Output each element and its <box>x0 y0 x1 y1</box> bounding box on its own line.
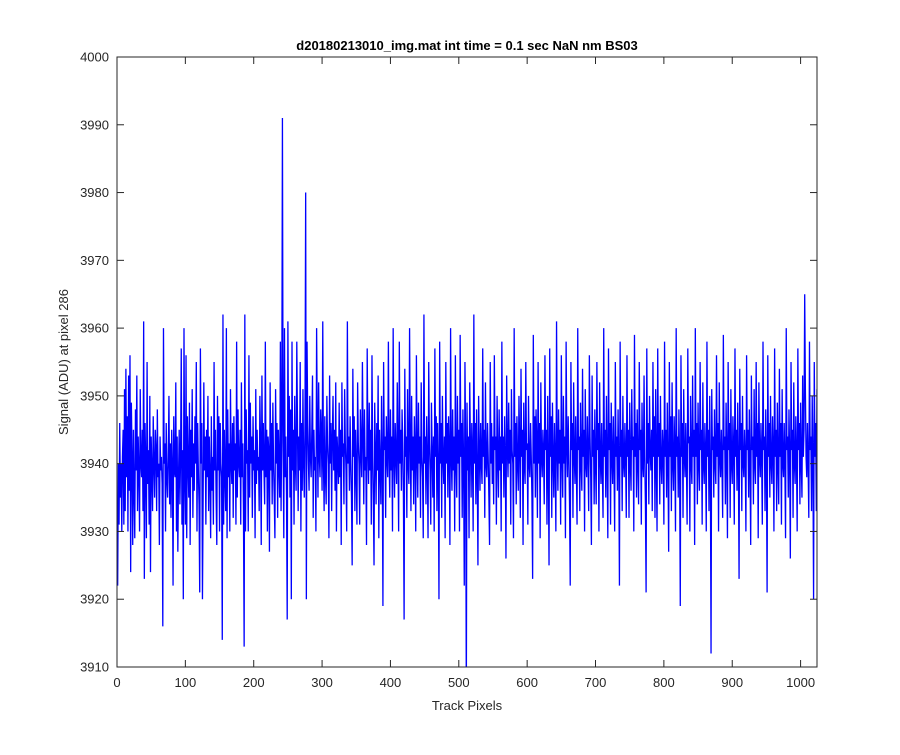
y-tick-label: 3950 <box>80 388 109 403</box>
y-tick-label: 3910 <box>80 660 109 675</box>
y-axis-label: Signal (ADU) at pixel 286 <box>56 289 71 435</box>
y-tick-label: 3980 <box>80 185 109 200</box>
x-tick-label: 700 <box>585 675 607 690</box>
y-axis: 3910 3920 3930 3940 3950 3960 3970 3980 3990 4000 <box>80 50 817 675</box>
x-tick-label: 0 <box>113 675 120 690</box>
y-tick-label: 3920 <box>80 592 109 607</box>
series-line <box>117 117 817 667</box>
x-axis-label: Track Pixels <box>432 698 503 713</box>
y-tick-label: 3990 <box>80 117 109 132</box>
x-tick-label: 600 <box>516 675 538 690</box>
y-tick-label: 3960 <box>80 321 109 336</box>
y-tick-label: 3970 <box>80 253 109 268</box>
x-tick-label: 800 <box>653 675 675 690</box>
y-tick-label: 4000 <box>80 50 109 65</box>
x-tick-label: 200 <box>243 675 265 690</box>
x-tick-label: 1000 <box>786 675 815 690</box>
axes-box <box>116 56 818 668</box>
chart-title: d20180213010_img.mat int time = 0.1 sec … <box>296 38 637 53</box>
y-tick-label: 3930 <box>80 524 109 539</box>
series-layer <box>117 117 817 667</box>
x-tick-label: 100 <box>175 675 197 690</box>
x-axis: 0 100 200 300 400 500 600 700 800 900 1000 <box>113 57 815 690</box>
x-tick-label: 300 <box>311 675 333 690</box>
y-tick-label: 3940 <box>80 456 109 471</box>
x-tick-label: 500 <box>448 675 470 690</box>
x-tick-label: 900 <box>721 675 743 690</box>
x-tick-label: 400 <box>380 675 402 690</box>
